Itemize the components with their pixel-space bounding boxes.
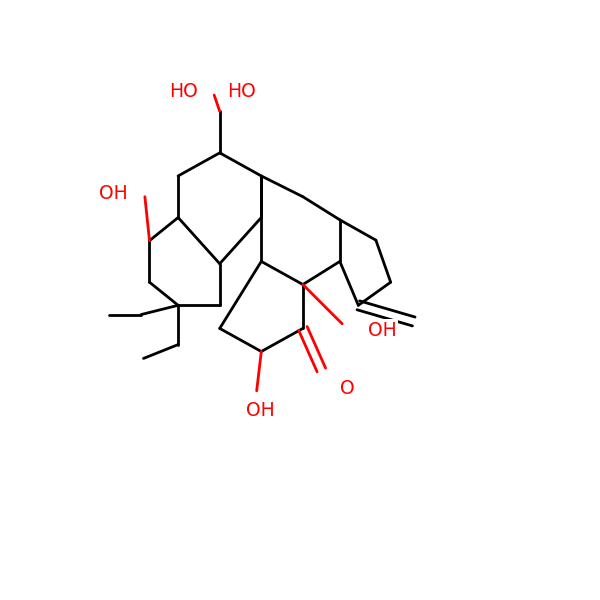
Text: OH: OH bbox=[368, 321, 397, 340]
Text: OH: OH bbox=[98, 184, 127, 203]
Text: HO: HO bbox=[169, 82, 197, 101]
Text: HO: HO bbox=[227, 82, 256, 101]
Text: OH: OH bbox=[246, 401, 275, 419]
Text: O: O bbox=[340, 379, 355, 398]
